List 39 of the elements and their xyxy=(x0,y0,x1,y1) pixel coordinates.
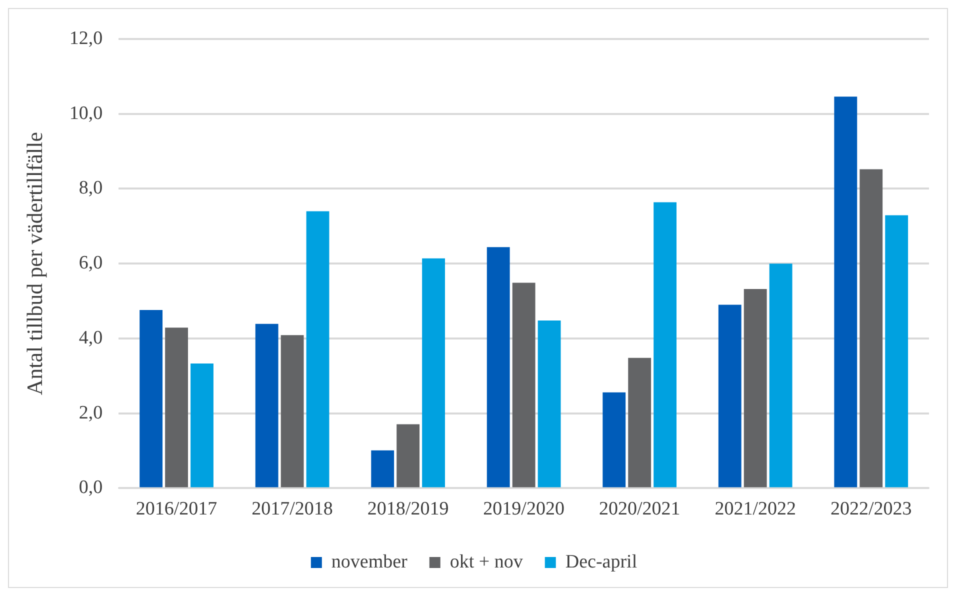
legend-label: okt + nov xyxy=(450,551,524,572)
x-tick-label: 2021/2022 xyxy=(714,498,796,520)
y-tick-label: 2,0 xyxy=(78,402,103,424)
bar xyxy=(422,258,445,488)
bar xyxy=(834,96,858,488)
y-tick-label: 12,0 xyxy=(69,28,103,49)
legend-label: november xyxy=(331,551,408,572)
y-tick-label: 0,0 xyxy=(78,477,103,498)
x-tick-label: 2019/2020 xyxy=(483,498,564,520)
bar xyxy=(654,202,677,488)
x-tick-label: 2017/2018 xyxy=(252,498,333,520)
bar xyxy=(396,424,420,488)
bar xyxy=(255,324,278,488)
bar xyxy=(306,211,330,488)
bar xyxy=(486,247,510,488)
x-tick-label: 2018/2019 xyxy=(367,498,449,520)
bar xyxy=(769,264,792,488)
bar xyxy=(860,169,883,488)
bar xyxy=(190,364,214,488)
bar xyxy=(280,335,304,488)
x-tick-label: 2022/2023 xyxy=(830,498,912,520)
y-tick-label: 6,0 xyxy=(78,252,103,274)
y-axis-title: Antal tillbud per vädertillfälle xyxy=(22,132,47,396)
bar xyxy=(628,358,652,488)
y-tick-label: 4,0 xyxy=(78,327,103,348)
bar xyxy=(140,310,163,488)
bar xyxy=(602,392,626,488)
bar xyxy=(165,328,188,488)
bar xyxy=(744,289,767,488)
y-tick-label: 10,0 xyxy=(69,102,103,124)
y-tick-label: 8,0 xyxy=(78,178,103,199)
bar xyxy=(885,215,908,488)
legend-label: Dec-april xyxy=(565,551,638,572)
bar xyxy=(718,304,742,488)
bar xyxy=(371,450,394,488)
bar xyxy=(512,282,536,488)
x-tick-label: 2020/2021 xyxy=(598,498,680,520)
x-tick-label: 2016/2017 xyxy=(136,498,218,520)
bar xyxy=(538,320,561,488)
